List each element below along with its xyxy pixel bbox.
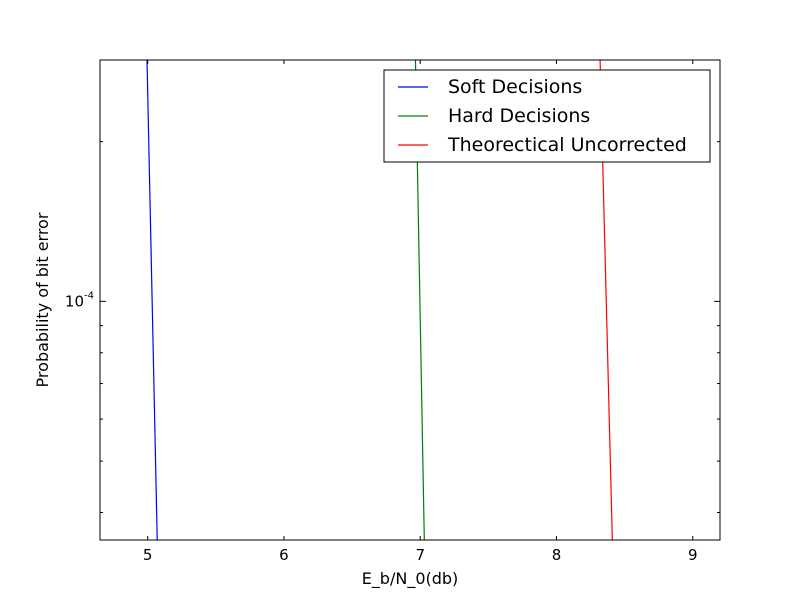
series-line-soft-decisions (146, 60, 158, 540)
x-tick-label: 7 (415, 546, 425, 564)
y-axis-label: Probability of bit error (33, 212, 52, 387)
legend: Soft Decisions Hard Decisions Theorectic… (383, 69, 711, 163)
legend-label-hard-decisions: Hard Decisions (448, 105, 590, 127)
x-tick-label: 6 (279, 546, 289, 564)
x-tick-label: 8 (552, 546, 562, 564)
plot-frame (99, 59, 721, 541)
x-axis-label: E_b/N_0(db) (362, 569, 459, 589)
x-tick-label: 9 (688, 546, 698, 564)
x-tick-label: 5 (143, 546, 153, 564)
y-tick-label: 10-4 (65, 290, 94, 310)
legend-label-theorectical-uncorrected: Theorectical Uncorrected (447, 134, 687, 156)
legend-label-soft-decisions: Soft Decisions (448, 76, 582, 98)
legend-box (383, 69, 711, 163)
